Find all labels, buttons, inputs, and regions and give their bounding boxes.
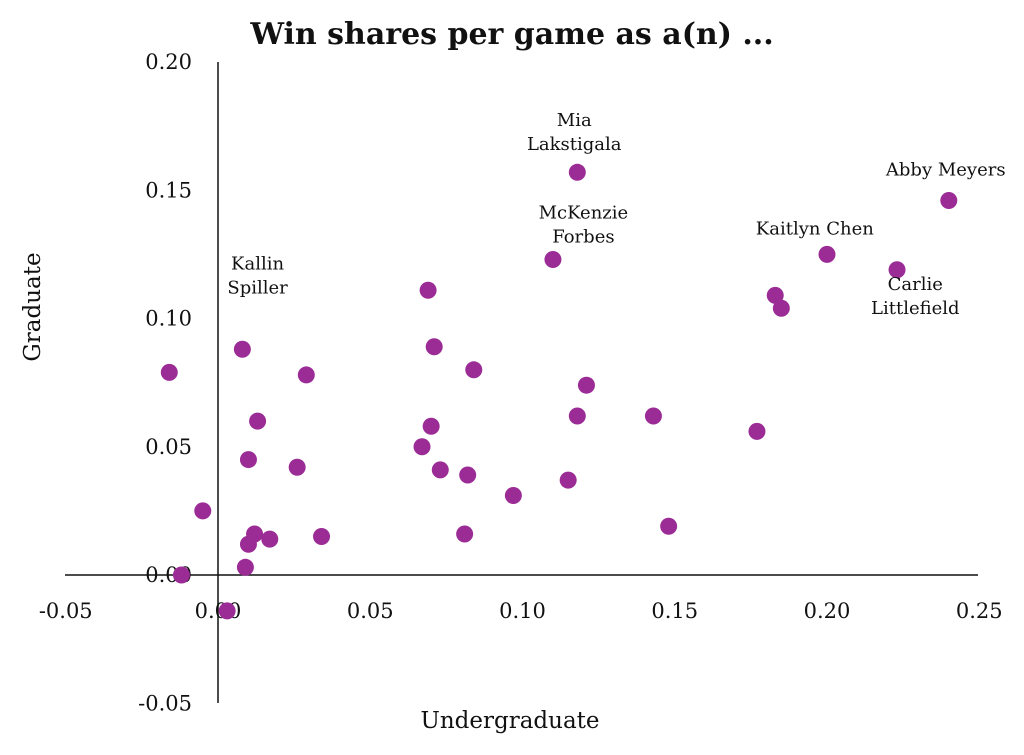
data-point <box>660 517 678 535</box>
data-point <box>172 566 190 584</box>
x-tick-label: 0.15 <box>651 599 698 623</box>
annotation-label: Kallin Spiller <box>227 254 288 299</box>
annotation-line: Kallin <box>231 254 284 275</box>
data-point <box>422 417 440 435</box>
data-point <box>568 163 586 181</box>
data-point <box>419 281 437 299</box>
y-tick-label: 0.10 <box>145 307 192 331</box>
data-point <box>465 361 483 379</box>
data-point <box>288 458 306 476</box>
annotation-label: Abby Meyers <box>885 160 1006 181</box>
data-point <box>297 366 315 384</box>
data-point <box>559 471 577 489</box>
annotation-label: McKenzie Forbes <box>539 202 629 247</box>
data-point <box>766 286 784 304</box>
data-point <box>413 438 431 456</box>
data-point <box>459 466 477 484</box>
annotation-label: Mia Lakstigala <box>527 110 622 155</box>
data-point <box>233 340 251 358</box>
data-point <box>261 530 279 548</box>
data-point <box>772 299 790 317</box>
x-tick-label: 0.25 <box>956 599 1003 623</box>
point-annotations: Mia Lakstigala Abby Meyers McKenzie Forbes Ka… <box>227 110 1005 319</box>
annotation-line: McKenzie <box>539 202 629 223</box>
data-point <box>194 502 212 520</box>
y-tick-labels: -0.050.000.050.100.150.20 <box>138 50 192 715</box>
annotation-line: Kaitlyn Chen <box>756 219 874 240</box>
data-point <box>818 245 836 263</box>
data-point <box>456 525 474 543</box>
annotation-line: Forbes <box>552 226 614 247</box>
data-point <box>313 528 331 546</box>
data-point <box>249 412 267 430</box>
y-tick-label: 0.15 <box>145 178 192 202</box>
x-tick-label: 0.05 <box>347 599 394 623</box>
data-point <box>568 407 586 425</box>
data-point <box>431 461 449 479</box>
chart-title: Win shares per game as a(n) ... <box>249 17 773 52</box>
y-tick-label: 0.05 <box>145 435 192 459</box>
data-point <box>748 422 766 440</box>
x-tick-labels: -0.05 0.00 0.05 0.10 0.15 0.20 0.25 <box>39 599 1003 623</box>
data-point <box>425 338 443 356</box>
annotation-line: Lakstigala <box>527 134 622 155</box>
y-axis-title: Graduate <box>20 252 46 361</box>
annotation-line: Abby Meyers <box>885 160 1006 181</box>
data-point <box>246 525 264 543</box>
data-point <box>940 192 958 210</box>
x-tick-label: -0.05 <box>39 599 93 623</box>
data-point <box>236 558 254 576</box>
data-points <box>160 163 958 620</box>
y-tick-label: -0.05 <box>138 691 192 715</box>
data-point <box>577 376 595 394</box>
data-point <box>218 602 236 620</box>
data-point <box>239 451 257 469</box>
x-tick-label: 0.10 <box>499 599 546 623</box>
annotation-label: Carlie Littlefield <box>871 274 960 319</box>
data-point <box>160 363 178 381</box>
y-tick-label: 0.20 <box>145 50 192 74</box>
data-point <box>544 251 562 269</box>
annotation-line: Carlie <box>888 274 943 295</box>
annotation-label: Kaitlyn Chen <box>756 219 874 240</box>
data-point <box>504 486 522 504</box>
annotation-line: Spiller <box>227 278 288 299</box>
x-axis-title: Undergraduate <box>420 708 599 734</box>
data-point <box>644 407 662 425</box>
annotation-line: Littlefield <box>871 298 960 319</box>
data-point <box>888 261 906 279</box>
annotation-line: Mia <box>557 110 592 131</box>
x-tick-label: 0.20 <box>804 599 851 623</box>
